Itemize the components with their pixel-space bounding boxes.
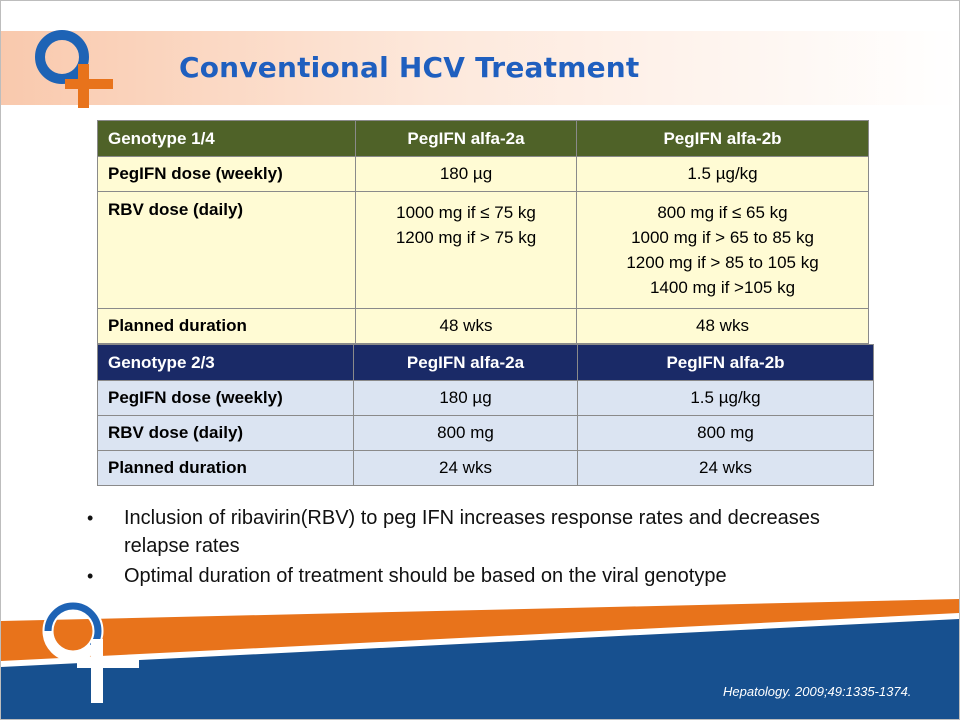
genotype-1-4-table: Genotype 1/4 PegIFN alfa-2a PegIFN alfa-… <box>97 120 869 344</box>
row-label: RBV dose (daily) <box>97 415 354 451</box>
cell-value: 800 mg if ≤ 65 kg 1000 mg if > 65 to 85 … <box>576 191 869 309</box>
cell-value: 48 wks <box>576 308 869 344</box>
cell-value: 180 µg <box>353 380 578 416</box>
row-label: RBV dose (daily) <box>97 191 356 309</box>
table-header-row: Genotype 2/3 PegIFN alfa-2a PegIFN alfa-… <box>97 344 874 381</box>
table-row: Planned duration 24 wks 24 wks <box>97 450 874 486</box>
cell-value: 24 wks <box>577 450 874 486</box>
cell-value: 24 wks <box>353 450 578 486</box>
bullet-icon: • <box>87 566 94 586</box>
genotype-2-3-table: Genotype 2/3 PegIFN alfa-2a PegIFN alfa-… <box>97 344 874 486</box>
page-title: Conventional HCV Treatment <box>179 51 640 84</box>
cell-value: 1.5 µg/kg <box>576 156 869 192</box>
row-label: Planned duration <box>97 308 356 344</box>
bullet-list: • Inclusion of ribavirin(RBV) to peg IFN… <box>87 504 887 592</box>
footer-band <box>1 599 959 719</box>
alfa-2b-header: PegIFN alfa-2b <box>576 120 869 157</box>
row-label: PegIFN dose (weekly) <box>97 156 356 192</box>
alfa-2a-header: PegIFN alfa-2a <box>353 344 578 381</box>
cell-value: 1.5 µg/kg <box>577 380 874 416</box>
row-label: PegIFN dose (weekly) <box>97 380 354 416</box>
table-row: Planned duration 48 wks 48 wks <box>97 308 869 344</box>
alfa-2a-header: PegIFN alfa-2a <box>355 120 577 157</box>
cell-value: 800 mg <box>353 415 578 451</box>
genotype-header: Genotype 1/4 <box>97 120 356 157</box>
table-row: PegIFN dose (weekly) 180 µg 1.5 µg/kg <box>97 380 874 416</box>
table-row: PegIFN dose (weekly) 180 µg 1.5 µg/kg <box>97 156 869 192</box>
alfa-2b-header: PegIFN alfa-2b <box>577 344 874 381</box>
bullet-item: • Optimal duration of treatment should b… <box>87 562 887 590</box>
logo-icon <box>35 30 113 108</box>
table-row: RBV dose (daily) 800 mg 800 mg <box>97 415 874 451</box>
genotype-header: Genotype 2/3 <box>97 344 354 381</box>
citation: Hepatology. 2009;49:1335-1374. <box>723 684 912 699</box>
row-label: Planned duration <box>97 450 354 486</box>
header-band <box>1 31 959 105</box>
cell-value: 800 mg <box>577 415 874 451</box>
table-header-row: Genotype 1/4 PegIFN alfa-2a PegIFN alfa-… <box>97 120 869 157</box>
cell-value: 48 wks <box>355 308 577 344</box>
bullet-item: • Inclusion of ribavirin(RBV) to peg IFN… <box>87 504 887 560</box>
bullet-text: Optimal duration of treatment should be … <box>124 565 727 587</box>
cell-value: 180 µg <box>355 156 577 192</box>
bullet-text: Inclusion of ribavirin(RBV) to peg IFN i… <box>124 507 820 557</box>
logo-icon <box>42 600 139 703</box>
bullet-icon: • <box>87 508 94 528</box>
table-row: RBV dose (daily) 1000 mg if ≤ 75 kg 1200… <box>97 191 869 309</box>
cell-value: 1000 mg if ≤ 75 kg 1200 mg if > 75 kg <box>355 191 577 309</box>
